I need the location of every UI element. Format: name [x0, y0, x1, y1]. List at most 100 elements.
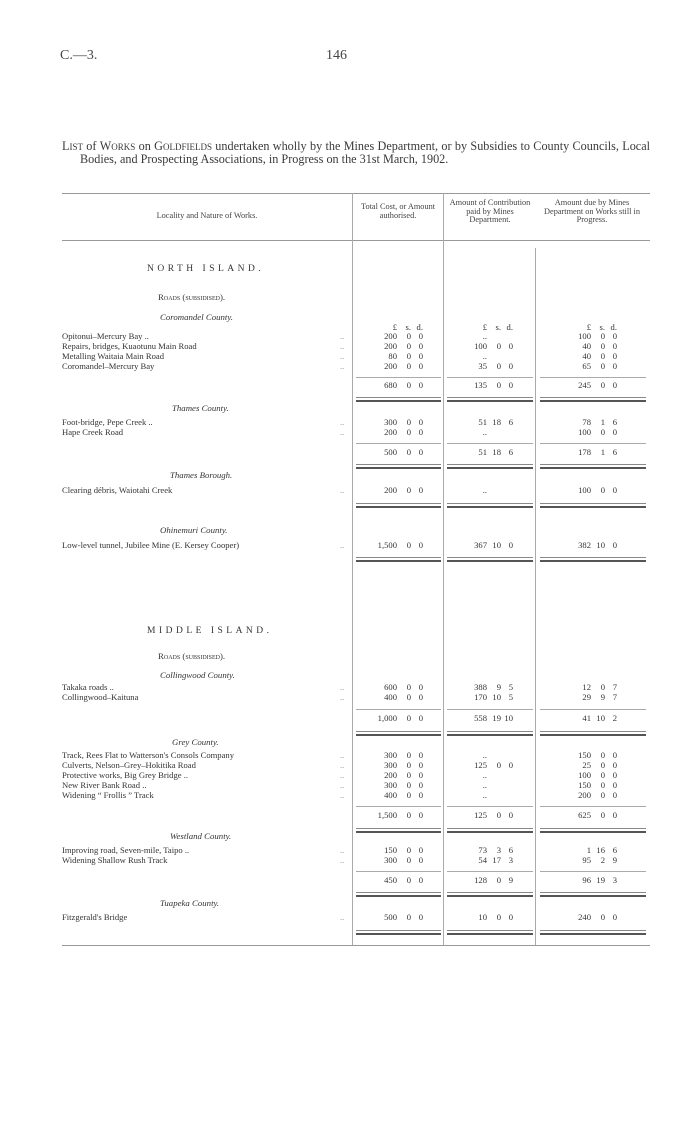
- shillings: 9: [496, 682, 501, 692]
- amount-paid: 388 9 5: [451, 682, 513, 692]
- pounds: 29: [582, 692, 591, 702]
- pounds: 51: [478, 447, 487, 457]
- island-heading: MIDDLE ISLAND.: [147, 626, 273, 636]
- subtotal-rule: [540, 377, 646, 378]
- pounds: 35: [478, 361, 487, 371]
- subtotal-due: 178 1 6: [555, 447, 617, 457]
- subtotal-rule: [540, 806, 646, 807]
- pounds: 450: [384, 875, 397, 885]
- document-title: List of Works on Goldfields undertaken w…: [62, 140, 650, 166]
- pence: 10: [504, 713, 513, 723]
- subtotal-total: 1,000 0 0: [361, 713, 423, 723]
- work-description: Opitonui–Mercury Bay ..: [62, 331, 344, 341]
- amount-total: 200 0 0: [361, 427, 423, 437]
- pence: 0: [612, 750, 617, 760]
- shillings: 0: [600, 760, 605, 770]
- total-double-rule: [540, 557, 646, 562]
- work-description: Clearing débris, Waiotahi Creek: [62, 485, 345, 495]
- work-description: Takaka roads ..: [62, 682, 344, 692]
- shillings: 0: [406, 417, 411, 427]
- work-description: Collingwood–Kaituna: [62, 692, 346, 702]
- pence: 0: [612, 485, 617, 495]
- work-description: Hape Creek Road: [62, 427, 345, 437]
- amount-total: 200 0 0: [361, 770, 423, 780]
- subtotal-rule: [356, 443, 441, 444]
- work-description: Protective works, Big Grey Bridge ..: [62, 770, 344, 780]
- county-heading: Grey County.: [172, 737, 219, 747]
- shillings: 10: [492, 540, 501, 550]
- page-reference: C.—3.: [60, 48, 98, 63]
- pounds: 1,000: [377, 713, 397, 723]
- total-double-rule: [356, 828, 441, 833]
- work-description: New River Bank Road ..: [62, 780, 343, 790]
- total-double-rule: [447, 892, 533, 897]
- category-heading: Roads (subsidised).: [158, 292, 226, 302]
- shillings: 0: [406, 341, 411, 351]
- amount-paid: 125 0 0: [451, 760, 513, 770]
- amount-paid: ..: [451, 750, 513, 760]
- pence: 0: [612, 780, 617, 790]
- work-description: Track, Rees Flat to Watterson's Consols …: [62, 750, 344, 760]
- total-double-rule: [356, 503, 441, 508]
- table-bottom-rule: [62, 945, 650, 946]
- pence: 3: [612, 875, 617, 885]
- pounds: 245: [578, 380, 591, 390]
- subtotal-paid: 135 0 0: [451, 380, 513, 390]
- pence: 6: [508, 447, 513, 457]
- pence: 0: [418, 875, 423, 885]
- pence: [501, 780, 513, 790]
- shillings: 0: [496, 361, 501, 371]
- amount-total: 300 0 0: [361, 780, 423, 790]
- pence: 6: [612, 845, 617, 855]
- pence: 0: [612, 341, 617, 351]
- work-description: Fitzgerald's Bridge: [62, 912, 346, 922]
- total-double-rule: [447, 731, 533, 736]
- pounds: ..: [482, 331, 487, 341]
- amount-total: 200 0 0: [361, 331, 423, 341]
- pence: 0: [612, 361, 617, 371]
- pounds: 400: [384, 692, 397, 702]
- shillings: 19: [492, 713, 501, 723]
- pounds: 1,500: [377, 540, 397, 550]
- currency-unit: s.: [405, 322, 412, 332]
- pounds: 300: [384, 750, 397, 760]
- amount-paid: ..: [451, 427, 513, 437]
- amount-due: 95 2 9: [555, 855, 617, 865]
- pounds: 600: [384, 682, 397, 692]
- county-heading: Tuapeka County.: [160, 898, 220, 908]
- header-bottom-rule: [62, 240, 650, 241]
- subtotal-rule: [356, 709, 441, 710]
- pence: 0: [612, 427, 617, 437]
- pence: [501, 351, 513, 361]
- pence: 0: [418, 361, 423, 371]
- amount-due: 240 0 0: [555, 912, 617, 922]
- county-heading: Thames Borough.: [170, 470, 233, 480]
- shillings: 0: [600, 331, 605, 341]
- pence: 0: [508, 380, 513, 390]
- county-heading: Coromandel County.: [160, 312, 233, 322]
- pounds: 135: [474, 380, 487, 390]
- pounds: 100: [578, 331, 591, 341]
- pence: 0: [418, 540, 423, 550]
- pence: 0: [612, 770, 617, 780]
- total-double-rule: [447, 464, 533, 469]
- shillings: 0: [600, 790, 605, 800]
- pounds: 625: [578, 810, 591, 820]
- amount-paid: 170 10 5: [451, 692, 513, 702]
- pence: [501, 750, 513, 760]
- pounds: 125: [474, 810, 487, 820]
- total-double-rule: [356, 464, 441, 469]
- shillings: 0: [600, 912, 605, 922]
- subtotal-total: 500 0 0: [361, 447, 423, 457]
- shillings: 10: [596, 713, 605, 723]
- work-description: Widening “ Frollis ” Track: [62, 790, 344, 800]
- subtotal-rule: [447, 377, 533, 378]
- title-prefix: List: [62, 139, 83, 153]
- pounds: ..: [482, 485, 487, 495]
- shillings: 0: [600, 361, 605, 371]
- total-double-rule: [540, 731, 646, 736]
- amount-paid: 10 0 0: [451, 912, 513, 922]
- shillings: [487, 351, 501, 361]
- subtotal-rule: [447, 806, 533, 807]
- shillings: 0: [600, 750, 605, 760]
